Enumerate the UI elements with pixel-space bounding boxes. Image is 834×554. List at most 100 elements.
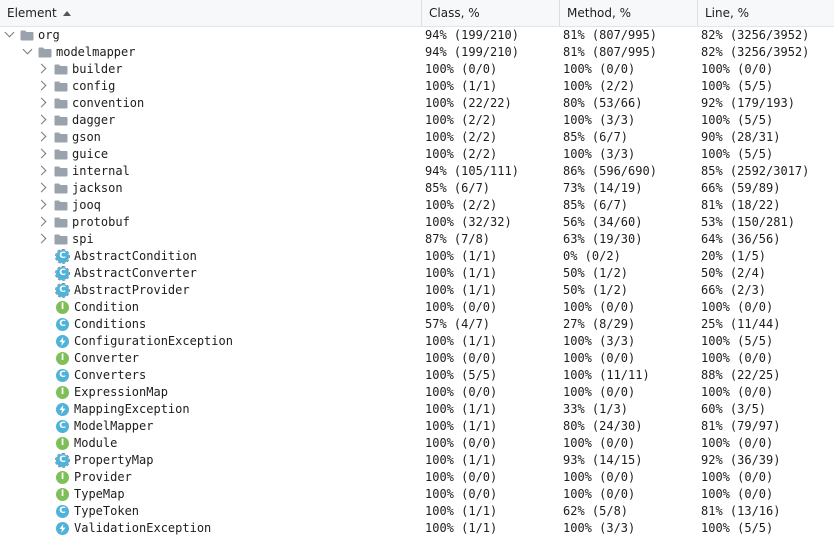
- line-coverage: 100% (5/5): [701, 334, 774, 348]
- abstract-class-icon: C: [55, 283, 70, 298]
- tree-row-class[interactable]: I ExpressionMap 100% (0/0) 100% (0/0) 100% (…: [0, 384, 834, 401]
- class-coverage: 100% (0/0): [425, 436, 498, 450]
- class-coverage: 100% (2/2): [425, 198, 498, 212]
- chevron-down-icon[interactable]: [22, 44, 33, 55]
- element-cell: config: [0, 78, 420, 95]
- interface-icon: I: [56, 437, 69, 450]
- method-coverage: 63% (19/30): [563, 232, 643, 246]
- class-coverage: 100% (0/0): [425, 62, 498, 76]
- method-coverage: 56% (34/60): [563, 215, 643, 229]
- column-header-line[interactable]: Line, %: [698, 0, 834, 26]
- chevron-right-icon[interactable]: [36, 97, 47, 108]
- tree-row-package[interactable]: dagger 100% (2/2) 100% (3/3) 100% (5/5): [0, 112, 834, 129]
- element-cell: convention: [0, 95, 420, 112]
- tree-row-class[interactable]: C AbstractConverter 100% (1/1) 50% (1/2) 50%…: [0, 265, 834, 282]
- tree-row-class[interactable]: C TypeToken 100% (1/1) 62% (5/8) 81% (13/16): [0, 503, 834, 520]
- folder-icon: [20, 30, 34, 41]
- tree-row-class[interactable]: I Converter 100% (0/0) 100% (0/0) 100% (0/0): [0, 350, 834, 367]
- tree-row-package[interactable]: protobuf 100% (32/32) 56% (34/60) 53% (150/…: [0, 214, 834, 231]
- tree-row-class[interactable]: C AbstractProvider 100% (1/1) 50% (1/2) 66% …: [0, 282, 834, 299]
- chevron-right-icon[interactable]: [36, 233, 47, 244]
- tree-row-class[interactable]: I TypeMap 100% (0/0) 100% (0/0) 100% (0/0): [0, 486, 834, 503]
- method-coverage: 93% (14/15): [563, 453, 643, 467]
- line-coverage: 92% (36/39): [701, 453, 781, 467]
- line-coverage: 92% (179/193): [701, 96, 795, 110]
- tree-row-class[interactable]: I Condition 100% (0/0) 100% (0/0) 100% (0/0): [0, 299, 834, 316]
- folder-icon: [54, 234, 68, 245]
- chevron-right-icon[interactable]: [36, 114, 47, 125]
- tree-row-class[interactable]: ConfigurationException 100% (1/1) 100% (3/…: [0, 333, 834, 350]
- element-cell: jooq: [0, 197, 420, 214]
- tree-row-class[interactable]: C AbstractCondition 100% (1/1) 0% (0/2) 20% …: [0, 248, 834, 265]
- class-icon: C: [56, 420, 69, 433]
- element-name: internal: [72, 164, 130, 178]
- class-coverage: 94% (105/111): [425, 164, 519, 178]
- column-header-line-label: Line, %: [705, 6, 750, 20]
- class-coverage: 100% (22/22): [425, 96, 512, 110]
- line-coverage: 25% (11/44): [701, 317, 781, 331]
- column-header-element-label: Element: [7, 6, 57, 20]
- line-coverage: 60% (3/5): [701, 402, 767, 416]
- chevron-right-icon[interactable]: [36, 182, 47, 193]
- chevron-right-icon[interactable]: [36, 63, 47, 74]
- chevron-right-icon[interactable]: [36, 148, 47, 159]
- element-name: TypeMap: [74, 487, 125, 501]
- tree-row-package[interactable]: config 100% (1/1) 100% (2/2) 100% (5/5): [0, 78, 834, 95]
- tree-row-class[interactable]: C Converters 100% (5/5) 100% (11/11) 88% (22…: [0, 367, 834, 384]
- tree-row-package[interactable]: org 94% (199/210) 81% (807/995) 82% (3256/3…: [0, 27, 834, 44]
- class-coverage: 100% (2/2): [425, 113, 498, 127]
- column-header-method[interactable]: Method, %: [560, 0, 698, 26]
- class-coverage: 100% (1/1): [425, 283, 498, 297]
- tree-row-package[interactable]: convention 100% (22/22) 80% (53/66) 92% (17…: [0, 95, 834, 112]
- column-header-element[interactable]: Element: [0, 0, 422, 26]
- chevron-right-icon[interactable]: [36, 199, 47, 210]
- tree-row-class[interactable]: MappingException 100% (1/1) 33% (1/3) 60% (…: [0, 401, 834, 418]
- tree-row-class[interactable]: I Provider 100% (0/0) 100% (0/0) 100% (0/0): [0, 469, 834, 486]
- chevron-down-icon[interactable]: [4, 27, 15, 38]
- element-name: MappingException: [74, 402, 190, 416]
- element-cell: MappingException: [0, 401, 420, 418]
- tree-row-package[interactable]: spi 87% (7/8) 63% (19/30) 64% (36/56): [0, 231, 834, 248]
- line-coverage: 53% (150/281): [701, 215, 795, 229]
- element-name: ConfigurationException: [74, 334, 233, 348]
- tree-row-package[interactable]: gson 100% (2/2) 85% (6/7) 90% (28/31): [0, 129, 834, 146]
- method-coverage: 85% (6/7): [563, 130, 629, 144]
- tree-row-package[interactable]: modelmapper 94% (199/210) 81% (807/995) 82%…: [0, 44, 834, 61]
- class-coverage: 100% (1/1): [425, 419, 498, 433]
- folder-icon: [54, 166, 68, 177]
- chevron-right-icon[interactable]: [36, 165, 47, 176]
- element-name: Conditions: [74, 317, 147, 331]
- tree-row-class[interactable]: C PropertyMap 100% (1/1) 93% (14/15) 92% (36…: [0, 452, 834, 469]
- chevron-right-icon[interactable]: [36, 131, 47, 142]
- element-name: AbstractConverter: [74, 266, 197, 280]
- element-cell: I ExpressionMap: [0, 384, 420, 401]
- element-cell: I Condition: [0, 299, 420, 316]
- class-coverage: 100% (1/1): [425, 334, 498, 348]
- line-coverage: 66% (59/89): [701, 181, 781, 195]
- tree-row-package[interactable]: jackson 85% (6/7) 73% (14/19) 66% (59/89): [0, 180, 834, 197]
- chevron-right-icon[interactable]: [36, 80, 47, 91]
- element-cell: I Converter: [0, 350, 420, 367]
- class-coverage: 57% (4/7): [425, 317, 491, 331]
- class-coverage: 87% (7/8): [425, 232, 491, 246]
- chevron-right-icon[interactable]: [36, 216, 47, 227]
- tree-row-class[interactable]: ValidationException 100% (1/1) 100% (3/3) 1…: [0, 520, 834, 537]
- tree-row-package[interactable]: jooq 100% (2/2) 85% (6/7) 81% (18/22): [0, 197, 834, 214]
- column-header-class[interactable]: Class, %: [422, 0, 560, 26]
- line-coverage: 90% (28/31): [701, 130, 781, 144]
- element-name: jackson: [72, 181, 123, 195]
- element-name: Condition: [74, 300, 140, 314]
- line-coverage: 100% (5/5): [701, 521, 774, 535]
- element-name: Converter: [74, 351, 140, 365]
- tree-row-package[interactable]: builder 100% (0/0) 100% (0/0) 100% (0/0): [0, 61, 834, 78]
- interface-icon: I: [56, 386, 69, 399]
- interface-icon: I: [56, 471, 69, 484]
- tree-row-class[interactable]: I Module 100% (0/0) 100% (0/0) 100% (0/0): [0, 435, 834, 452]
- tree-row-class[interactable]: C ModelMapper 100% (1/1) 80% (24/30) 81% (79…: [0, 418, 834, 435]
- element-name: gson: [72, 130, 101, 144]
- tree-row-package[interactable]: internal 94% (105/111) 86% (596/690) 85% (2…: [0, 163, 834, 180]
- tree-row-package[interactable]: guice 100% (2/2) 100% (3/3) 100% (5/5): [0, 146, 834, 163]
- tree-row-class[interactable]: C Conditions 57% (4/7) 27% (8/29) 25% (11/44…: [0, 316, 834, 333]
- folder-icon: [54, 132, 68, 143]
- element-cell: C AbstractCondition: [0, 248, 420, 265]
